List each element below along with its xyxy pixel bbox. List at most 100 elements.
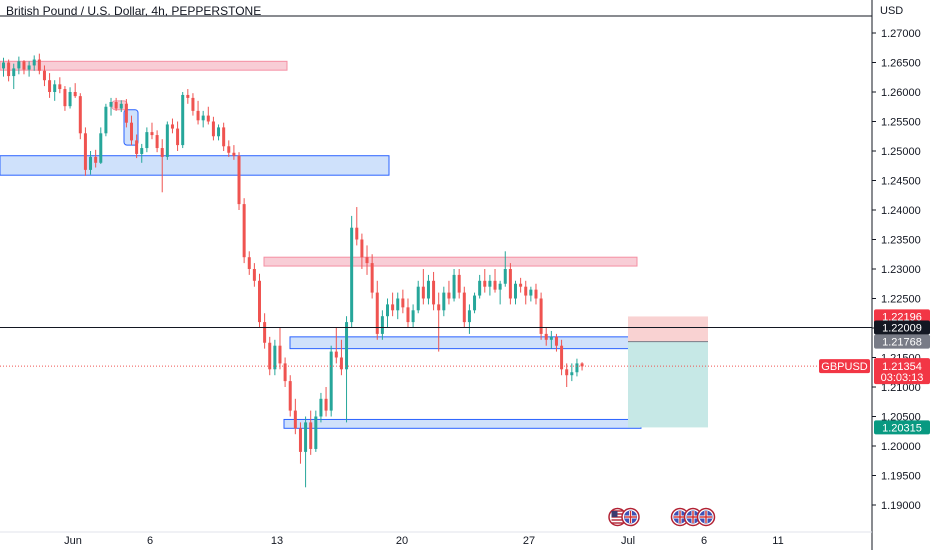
stop-loss-area[interactable] — [628, 316, 708, 342]
candle — [119, 103, 123, 109]
candle — [12, 68, 16, 77]
uk-flag-icon[interactable] — [696, 507, 716, 527]
candle — [498, 283, 502, 290]
candle — [283, 363, 287, 382]
time-tick-label: 6 — [701, 535, 707, 547]
symbol-tag[interactable] — [819, 359, 870, 374]
price-tick-label: 1.21000 — [881, 382, 921, 394]
candle — [78, 96, 82, 134]
time-tick-label: Jul — [621, 535, 635, 547]
candle — [416, 286, 420, 311]
candle — [27, 65, 31, 70]
candle — [473, 295, 477, 311]
crosshair-price-badge-label: 1.22009 — [882, 322, 922, 334]
candle — [263, 322, 267, 343]
candle — [288, 381, 292, 411]
crosshair-price-badge[interactable] — [874, 320, 930, 335]
candle — [355, 227, 359, 240]
candle — [247, 257, 251, 269]
stop-price-badge[interactable] — [874, 309, 930, 324]
candle — [140, 148, 144, 154]
entry-price-badge-label: 1.21768 — [882, 337, 922, 349]
candle — [539, 298, 543, 334]
candle — [114, 102, 118, 109]
candle — [7, 62, 11, 77]
candle — [48, 80, 52, 92]
candle — [411, 310, 415, 323]
uk-flag-icon[interactable] — [621, 507, 640, 527]
price-tick-label: 1.23500 — [881, 235, 921, 247]
price-tick-label: 1.19000 — [881, 500, 921, 512]
us-flag-icon[interactable] — [608, 507, 627, 527]
time-tick-label: 13 — [271, 535, 283, 547]
candle — [160, 148, 164, 157]
price-tick-label: 1.20000 — [881, 441, 921, 453]
price-tick-label: 1.26500 — [881, 58, 921, 70]
candle — [73, 92, 77, 97]
candle — [155, 135, 159, 149]
candle — [406, 307, 410, 323]
candle — [278, 345, 282, 364]
candle — [570, 372, 574, 376]
candle — [196, 110, 200, 121]
position-tool — [628, 316, 708, 428]
time-tick-label: 6 — [147, 535, 153, 547]
candle — [478, 280, 482, 296]
currency-label: USD — [880, 5, 903, 17]
target-price-badge[interactable] — [874, 420, 930, 435]
symbol-tag-label: GBPUSD — [821, 361, 868, 373]
candle — [170, 124, 174, 129]
candle — [421, 286, 425, 299]
candle — [529, 289, 533, 296]
candle — [375, 292, 379, 334]
uk-flag-icon[interactable] — [683, 507, 703, 527]
entry-price-badge[interactable] — [874, 334, 930, 349]
candle — [304, 422, 308, 452]
last-price-badge[interactable] — [874, 358, 930, 385]
candle — [17, 61, 21, 69]
price-tick-label: 1.27000 — [881, 28, 921, 40]
candle — [560, 345, 564, 370]
candle — [130, 122, 133, 141]
take-profit-area[interactable] — [628, 341, 708, 428]
candle — [462, 292, 466, 323]
supply-zone-4[interactable] — [263, 256, 638, 267]
candle — [524, 286, 528, 296]
candle — [124, 103, 128, 123]
candle — [467, 310, 471, 323]
candle — [580, 363, 584, 367]
candle — [37, 59, 41, 71]
demand-zone-5[interactable] — [289, 336, 642, 350]
candle — [514, 283, 517, 299]
candle — [508, 269, 512, 299]
candle — [339, 357, 343, 370]
price-tick-label: 1.24500 — [881, 176, 921, 188]
price-axis: USD 1.27000 1.26500 1.26000 1.25500 1.25000 1.… — [871, 0, 921, 550]
candle — [493, 280, 497, 290]
candle — [432, 280, 436, 305]
candle — [447, 292, 451, 299]
candle — [2, 62, 5, 69]
demand-zone-2[interactable] — [0, 155, 390, 176]
candle — [268, 342, 272, 370]
candle — [319, 398, 323, 417]
demand-zone-6[interactable] — [283, 418, 642, 429]
candle — [488, 280, 492, 287]
stop-price-badge-label: 1.22196 — [882, 311, 922, 323]
supply-zone-1[interactable] — [111, 100, 128, 111]
candle — [401, 298, 405, 308]
candle — [483, 280, 487, 287]
candle — [442, 292, 446, 311]
candle — [396, 298, 400, 311]
price-tick-label: 1.22500 — [881, 294, 921, 306]
supply-zone-0[interactable] — [0, 60, 288, 71]
candle — [350, 227, 354, 323]
price-tick-label: 1.19500 — [881, 471, 921, 483]
candle — [314, 416, 318, 449]
time-tick-label: 11 — [772, 535, 783, 547]
economic-events — [608, 507, 716, 527]
candle — [324, 398, 328, 411]
candle — [370, 263, 374, 293]
